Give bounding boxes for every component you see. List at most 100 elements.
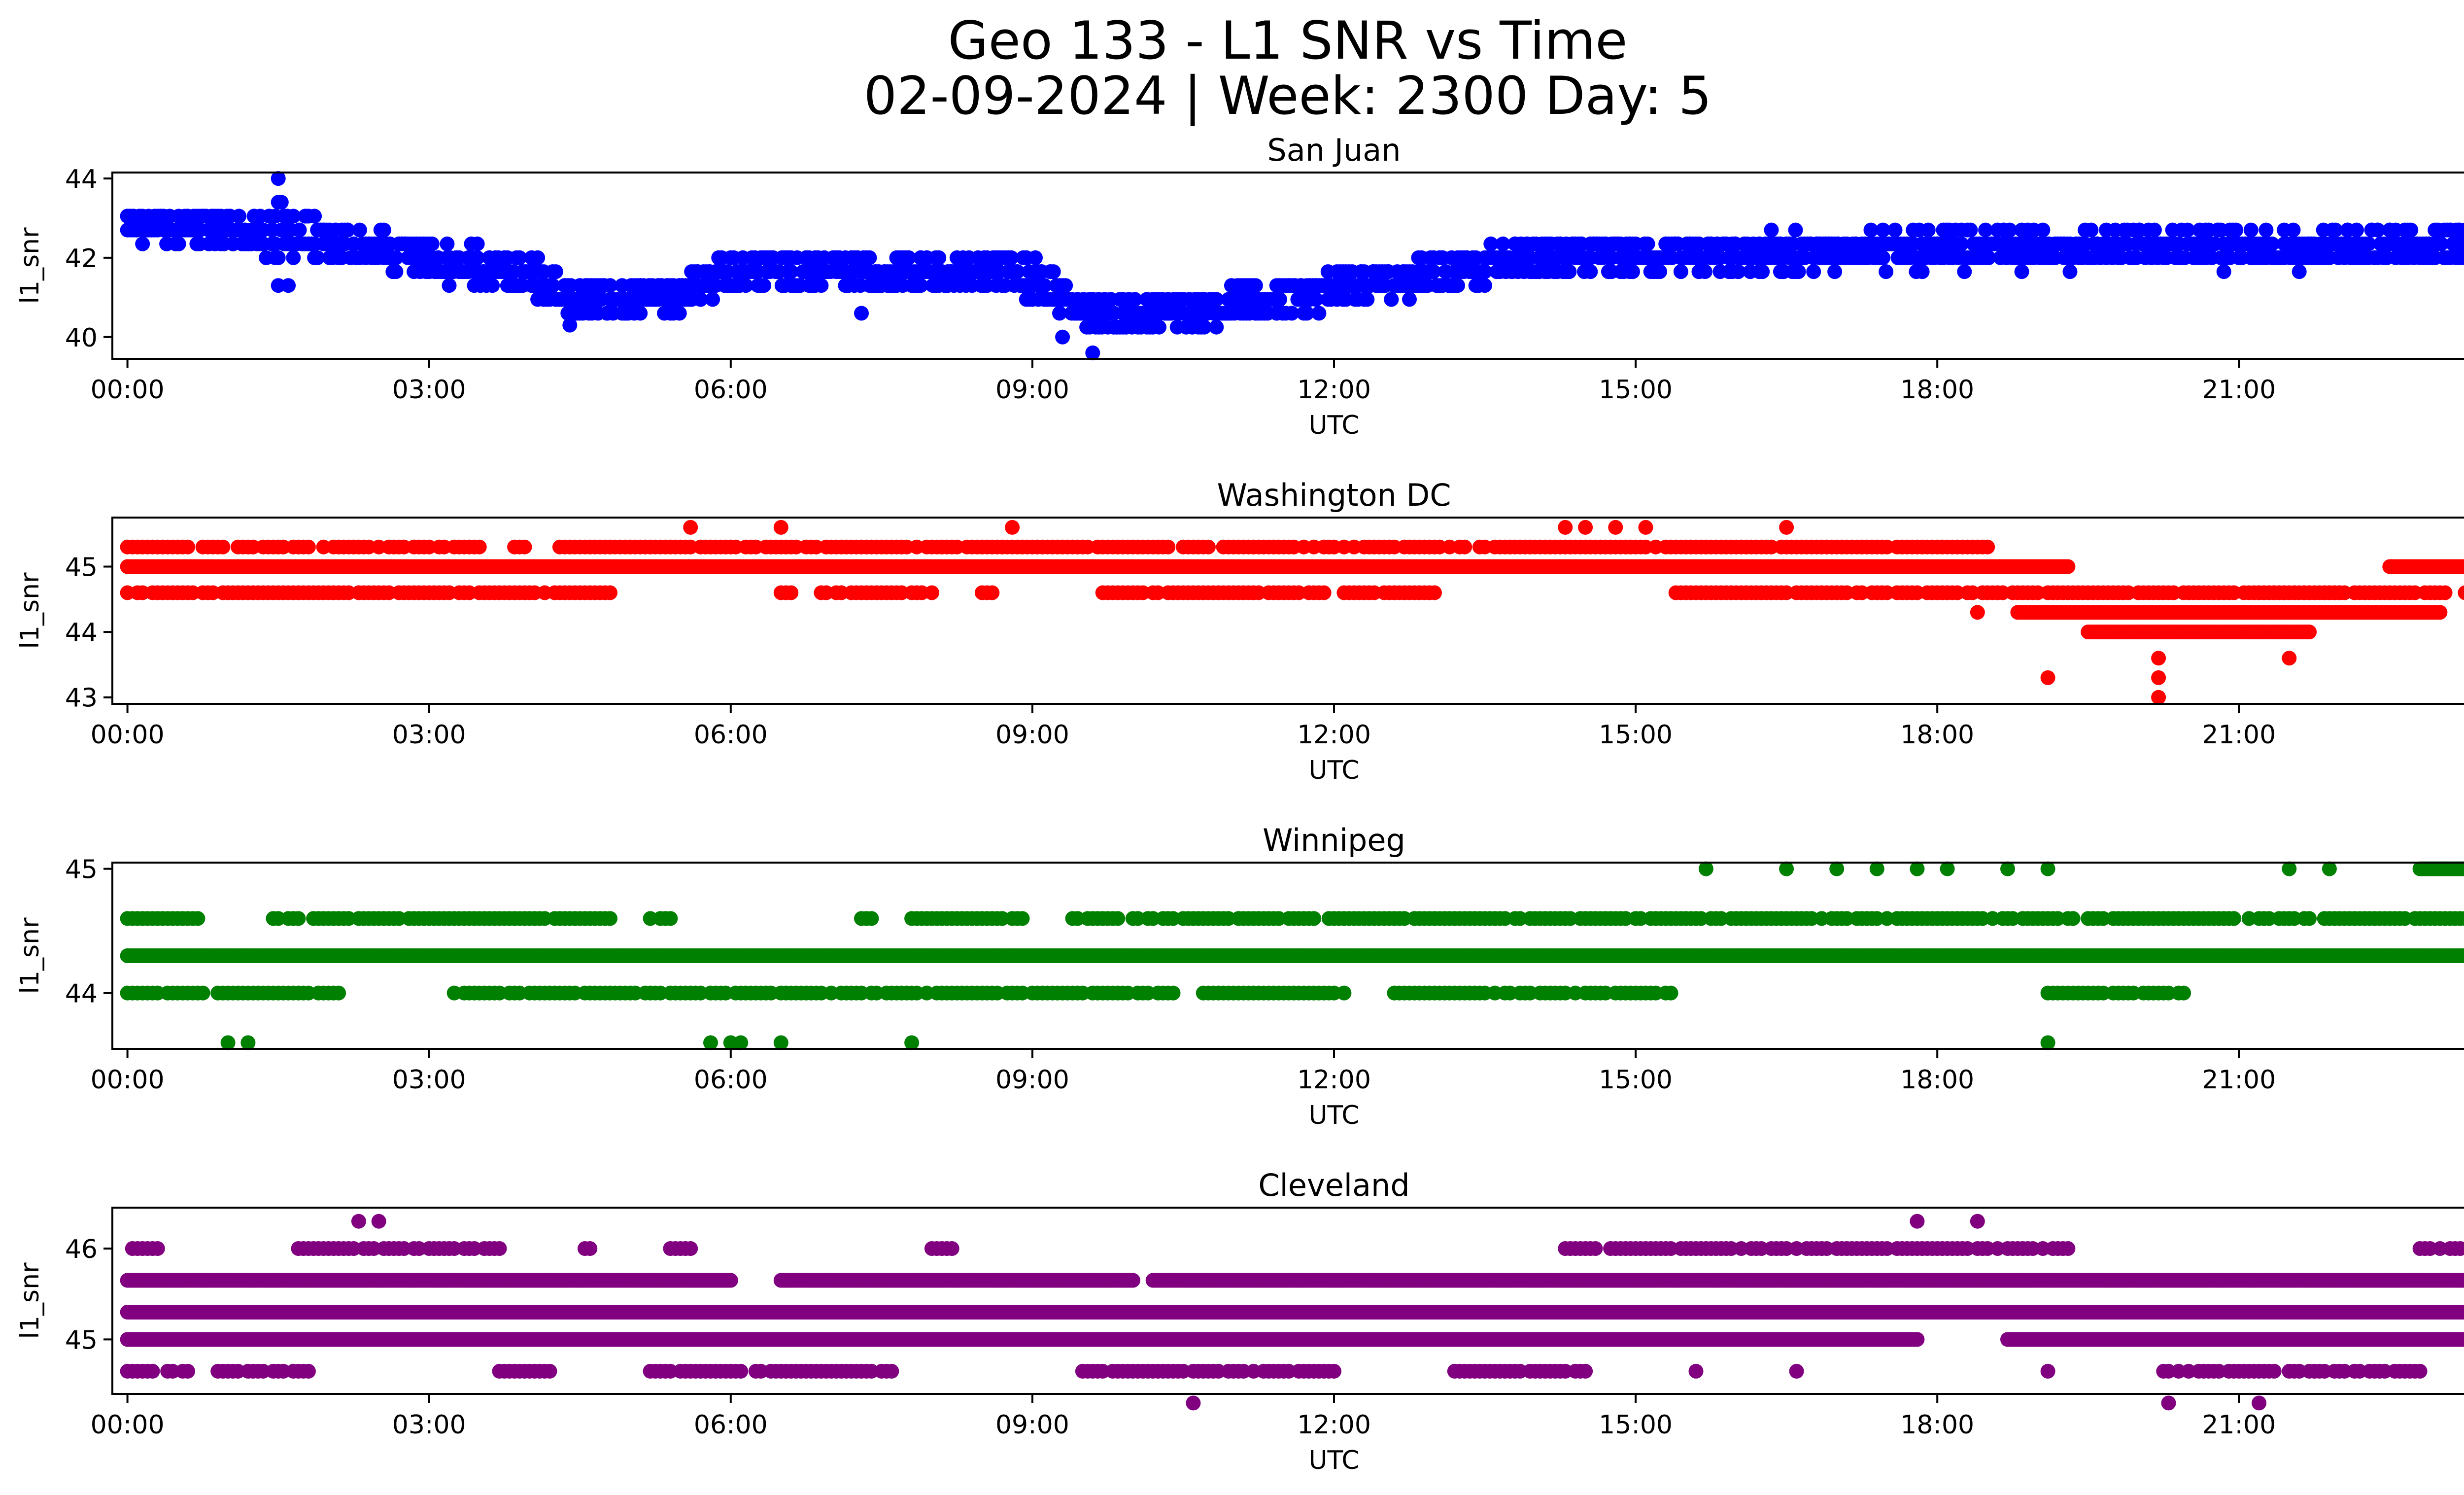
data-point: [292, 222, 307, 238]
data-point: [901, 250, 916, 265]
data-point: [1558, 520, 1573, 535]
data-point: [2433, 236, 2449, 251]
y-axis-label: l1_snr: [15, 227, 45, 304]
x-tick-label: 12:00: [1297, 375, 1371, 405]
data-point: [603, 585, 617, 600]
data-point: [1483, 236, 1499, 251]
data-point: [2328, 222, 2343, 238]
data-point: [2264, 236, 2280, 251]
data-point: [1450, 278, 1465, 293]
x-axis-label: UTC: [1308, 411, 1359, 440]
x-tick-label: 03:00: [392, 720, 466, 750]
x-tick-label: 09:00: [995, 375, 1069, 405]
subplot-title: San Juan: [1267, 132, 1401, 168]
data-point: [1779, 520, 1794, 535]
data-point: [2084, 222, 2099, 238]
data-point: [985, 585, 1000, 600]
data-point: [2002, 222, 2018, 238]
data-point: [2151, 651, 2166, 666]
data-point: [1697, 264, 1712, 279]
data-point: [2458, 236, 2464, 251]
data-point: [1284, 306, 1300, 321]
x-tick-label: 09:00: [995, 720, 1069, 750]
data-point: [1004, 250, 1019, 265]
data-point: [1978, 222, 1993, 238]
data-point: [530, 250, 546, 265]
data-point: [2180, 222, 2195, 238]
data-point: [1477, 264, 1492, 279]
data-point: [773, 520, 788, 535]
data-point: [1583, 264, 1598, 279]
data-point: [862, 250, 877, 265]
x-tick-label: 21:00: [2202, 375, 2276, 405]
data-point: [2361, 236, 2376, 251]
data-point: [2243, 222, 2259, 238]
data-point: [1402, 292, 1417, 307]
data-point: [180, 539, 195, 555]
data-point: [705, 292, 720, 307]
data-point: [1970, 605, 1985, 620]
y-tick-label: 44: [65, 165, 98, 194]
data-point: [1957, 264, 1972, 279]
series-points: [120, 171, 2464, 360]
data-point: [1887, 222, 1903, 238]
data-point: [1625, 264, 1640, 279]
data-point: [2370, 222, 2385, 238]
data-point: [1963, 222, 1978, 238]
data-point: [562, 317, 578, 333]
data-point: [271, 171, 286, 186]
data-point: [1046, 264, 1061, 279]
data-point: [1791, 264, 1806, 279]
data-point: [442, 278, 457, 293]
data-point: [307, 209, 322, 224]
data-point: [1308, 292, 1324, 307]
data-point: [1640, 236, 1655, 251]
subplot-title: Washington DC: [1217, 477, 1451, 513]
data-point: [2040, 670, 2055, 685]
data-point: [1806, 264, 1821, 279]
data-point: [135, 236, 150, 251]
data-point: [931, 250, 947, 265]
data-point: [633, 306, 648, 321]
data-point: [2060, 559, 2076, 574]
data-point: [1058, 278, 1073, 293]
data-point: [1426, 264, 1441, 279]
data-point: [1578, 520, 1593, 535]
data-point: [814, 278, 829, 293]
data-point: [1652, 264, 1668, 279]
data-point: [2151, 690, 2166, 705]
data-point: [1052, 306, 1067, 321]
y-tick-label: 43: [65, 684, 98, 713]
data-point: [1673, 264, 1688, 279]
data-point: [1827, 264, 1843, 279]
data-point: [1015, 911, 1030, 926]
data-point: [1152, 319, 1166, 335]
data-point: [2062, 264, 2078, 279]
data-point: [1562, 264, 1577, 279]
data-point: [1608, 520, 1623, 535]
data-point: [388, 264, 404, 279]
y-tick-label: 42: [65, 244, 98, 274]
data-point: [376, 222, 391, 238]
data-point: [672, 306, 687, 321]
data-point: [470, 236, 485, 251]
data-point: [784, 264, 799, 279]
y-tick-label: 40: [65, 323, 98, 353]
data-point: [2349, 222, 2364, 238]
data-point: [1110, 911, 1126, 926]
data-point: [1306, 911, 1322, 926]
data-point: [1954, 236, 1969, 251]
data-point: [693, 292, 708, 307]
data-point: [784, 585, 799, 600]
data-point: [2259, 222, 2274, 238]
data-point: [1028, 250, 1043, 265]
data-point: [2065, 911, 2081, 926]
data-point: [1764, 222, 1779, 238]
data-point: [1005, 520, 1020, 535]
data-point: [1876, 222, 1890, 238]
data-point: [1427, 585, 1442, 600]
x-tick-label: 06:00: [694, 720, 768, 750]
data-point: [1915, 264, 1930, 279]
